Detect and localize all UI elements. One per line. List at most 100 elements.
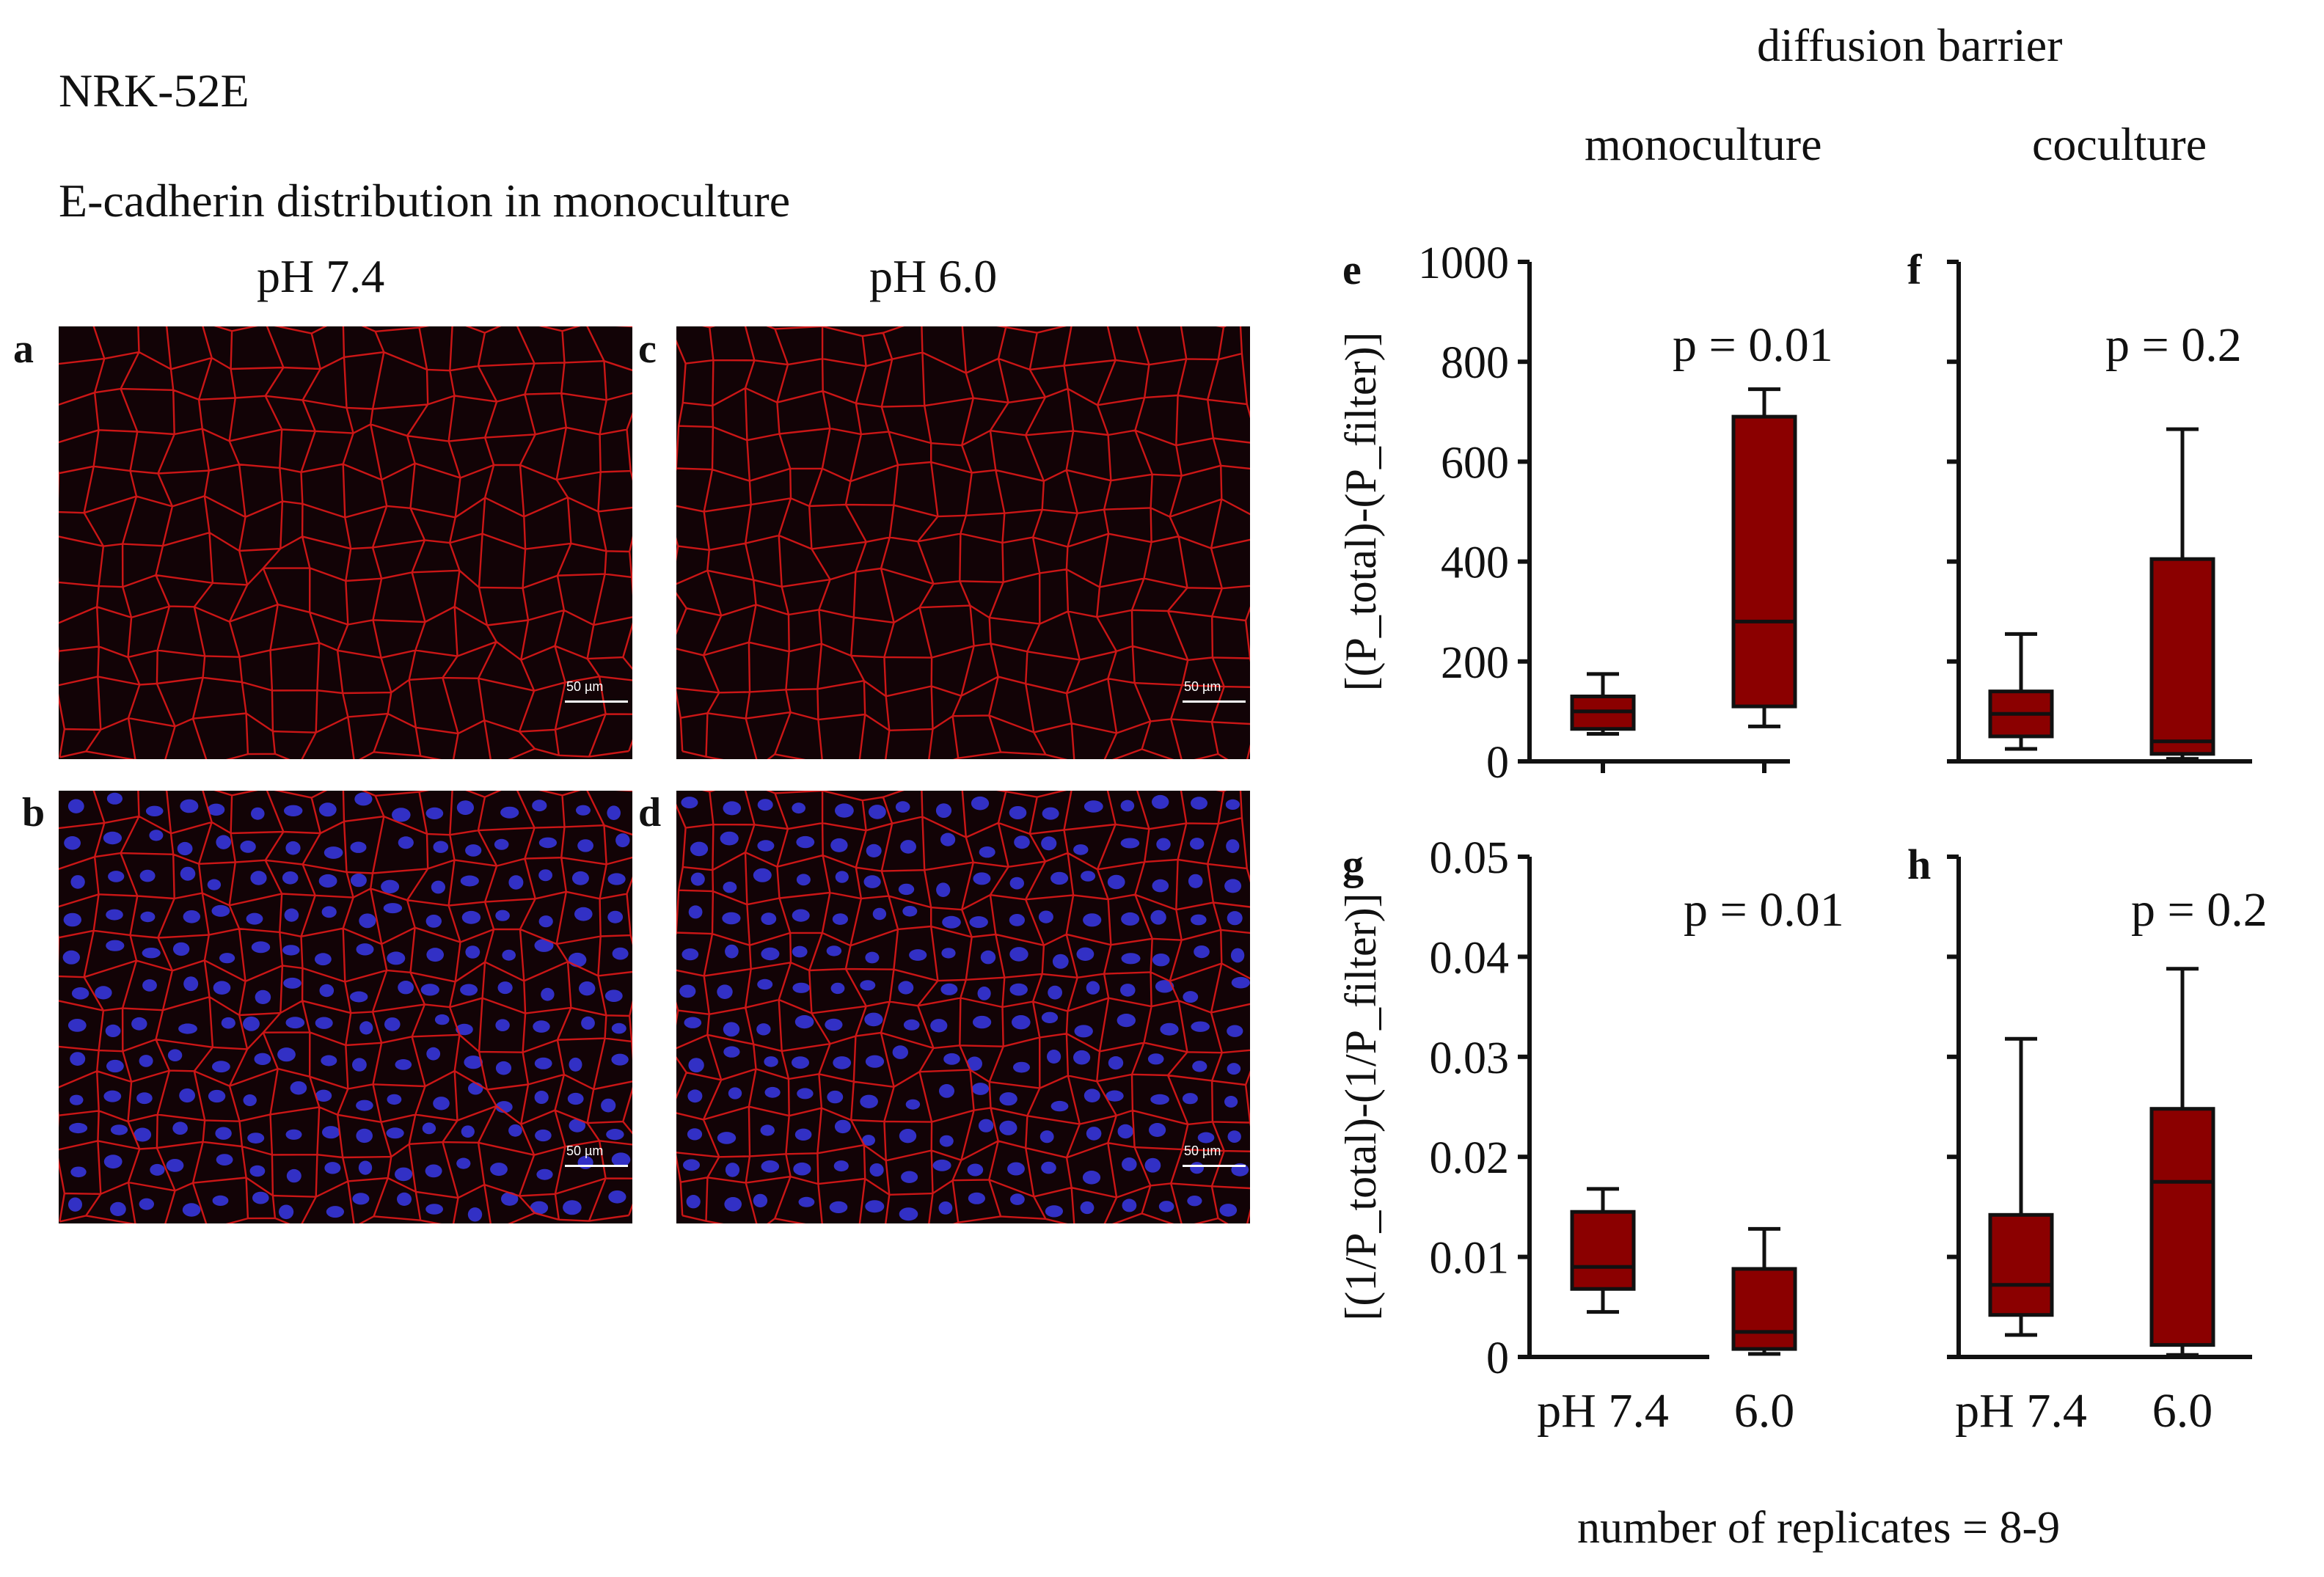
nucleus	[1050, 871, 1069, 885]
nucleus	[900, 840, 916, 854]
nucleus	[725, 944, 739, 959]
nucleus	[1013, 1061, 1030, 1073]
nucleus	[1086, 981, 1100, 995]
chart-panel-h: h p = 0.2 pH 7.4 6.0	[1907, 841, 2268, 1438]
nucleus	[69, 1122, 88, 1134]
nucleus	[1009, 877, 1024, 890]
nucleus	[142, 979, 157, 992]
y-axis-label: [(1/P_total)-(1/P_filter)]	[1337, 893, 1385, 1320]
nucleus	[461, 910, 481, 924]
nucleus	[827, 1090, 844, 1104]
nucleus	[688, 1058, 704, 1073]
nucleus	[106, 1059, 124, 1073]
nucleus	[500, 806, 519, 819]
nucleus	[149, 830, 164, 841]
nucleus	[872, 907, 887, 921]
nucleus	[942, 915, 961, 929]
nucleus	[255, 989, 271, 1004]
nucleus	[387, 951, 406, 965]
nucleus	[252, 1191, 269, 1204]
nucleus	[321, 906, 337, 918]
nucleus	[1041, 836, 1057, 851]
nucleus	[1152, 954, 1170, 967]
nucleus	[240, 841, 256, 853]
nucleus	[860, 1094, 878, 1108]
nucleus	[70, 1052, 86, 1066]
nucleus	[608, 1190, 626, 1204]
nucleus	[723, 1022, 740, 1037]
nucleus	[387, 1094, 402, 1105]
nucleus	[862, 1135, 875, 1146]
panel-label-g: g	[1342, 841, 1364, 888]
panel-label-d: d	[638, 790, 662, 835]
nucleus	[67, 799, 84, 813]
nucleus	[681, 797, 698, 809]
nucleus	[495, 1061, 512, 1075]
micro-col-ph74: pH 7.4	[257, 250, 385, 302]
nucleus	[350, 873, 367, 888]
nucleus	[1194, 945, 1210, 959]
nucleus	[940, 983, 958, 995]
nucleus	[860, 980, 876, 991]
nucleus	[106, 792, 123, 805]
nucleus	[318, 874, 337, 888]
nucleus	[145, 805, 164, 816]
nucleus	[1187, 1196, 1202, 1207]
nucleus	[534, 939, 554, 952]
nucleus	[207, 803, 225, 816]
nucleus	[1226, 839, 1240, 853]
nucleus	[687, 1128, 703, 1141]
nucleus	[833, 1056, 852, 1069]
nucleus	[508, 1124, 522, 1137]
nucleus	[1197, 1132, 1215, 1144]
p-value: p = 0.01	[1673, 318, 1833, 372]
nucleus	[606, 1129, 624, 1141]
nucleus	[425, 915, 442, 928]
nucleus	[243, 1094, 257, 1106]
nucleus	[534, 1057, 552, 1069]
nucleus	[1227, 911, 1243, 926]
nucleus	[354, 792, 373, 806]
nucleus	[728, 1087, 742, 1099]
nucleus	[397, 1192, 412, 1206]
nucleus	[213, 981, 231, 995]
nucleus	[753, 868, 772, 882]
nucleus	[95, 986, 112, 1000]
nucleus	[826, 945, 842, 956]
nucleus	[571, 871, 589, 885]
nucleus	[434, 1014, 450, 1025]
nucleus	[356, 1099, 373, 1111]
nucleus	[538, 837, 558, 849]
nucleus	[978, 1119, 994, 1133]
nucleus	[798, 1196, 815, 1207]
scale-bar-line-b	[565, 1165, 628, 1167]
scale-bar-c: 50 µm	[1184, 679, 1221, 694]
nucleus	[315, 1017, 333, 1029]
nucleus	[969, 916, 988, 929]
nucleus	[1149, 1123, 1166, 1137]
nucleus	[398, 981, 414, 995]
box-ph74	[1570, 672, 1636, 736]
nucleus	[757, 799, 773, 811]
nucleus	[932, 1159, 951, 1171]
nucleus	[723, 801, 742, 816]
nucleus	[322, 1126, 340, 1139]
panel-label-h: h	[1907, 841, 1931, 888]
nucleus	[1042, 807, 1059, 820]
nucleus	[757, 840, 775, 852]
nucleus	[724, 1197, 742, 1212]
y-axis-label: [(P_total)-(P_filter)]	[1337, 332, 1385, 692]
barrier-col-monoculture: monoculture	[1585, 118, 1822, 170]
nucleus	[131, 1017, 147, 1031]
nucleus	[796, 874, 811, 886]
nucleus	[426, 1047, 441, 1061]
nucleus	[211, 904, 230, 917]
nucleus	[110, 1201, 126, 1216]
nucleus	[830, 982, 845, 995]
barrier-col-coculture: coculture	[2032, 118, 2207, 170]
nucleus	[720, 831, 739, 846]
box-ph74	[1570, 1187, 1636, 1314]
nucleus	[793, 1162, 811, 1176]
nucleus	[1191, 914, 1207, 926]
